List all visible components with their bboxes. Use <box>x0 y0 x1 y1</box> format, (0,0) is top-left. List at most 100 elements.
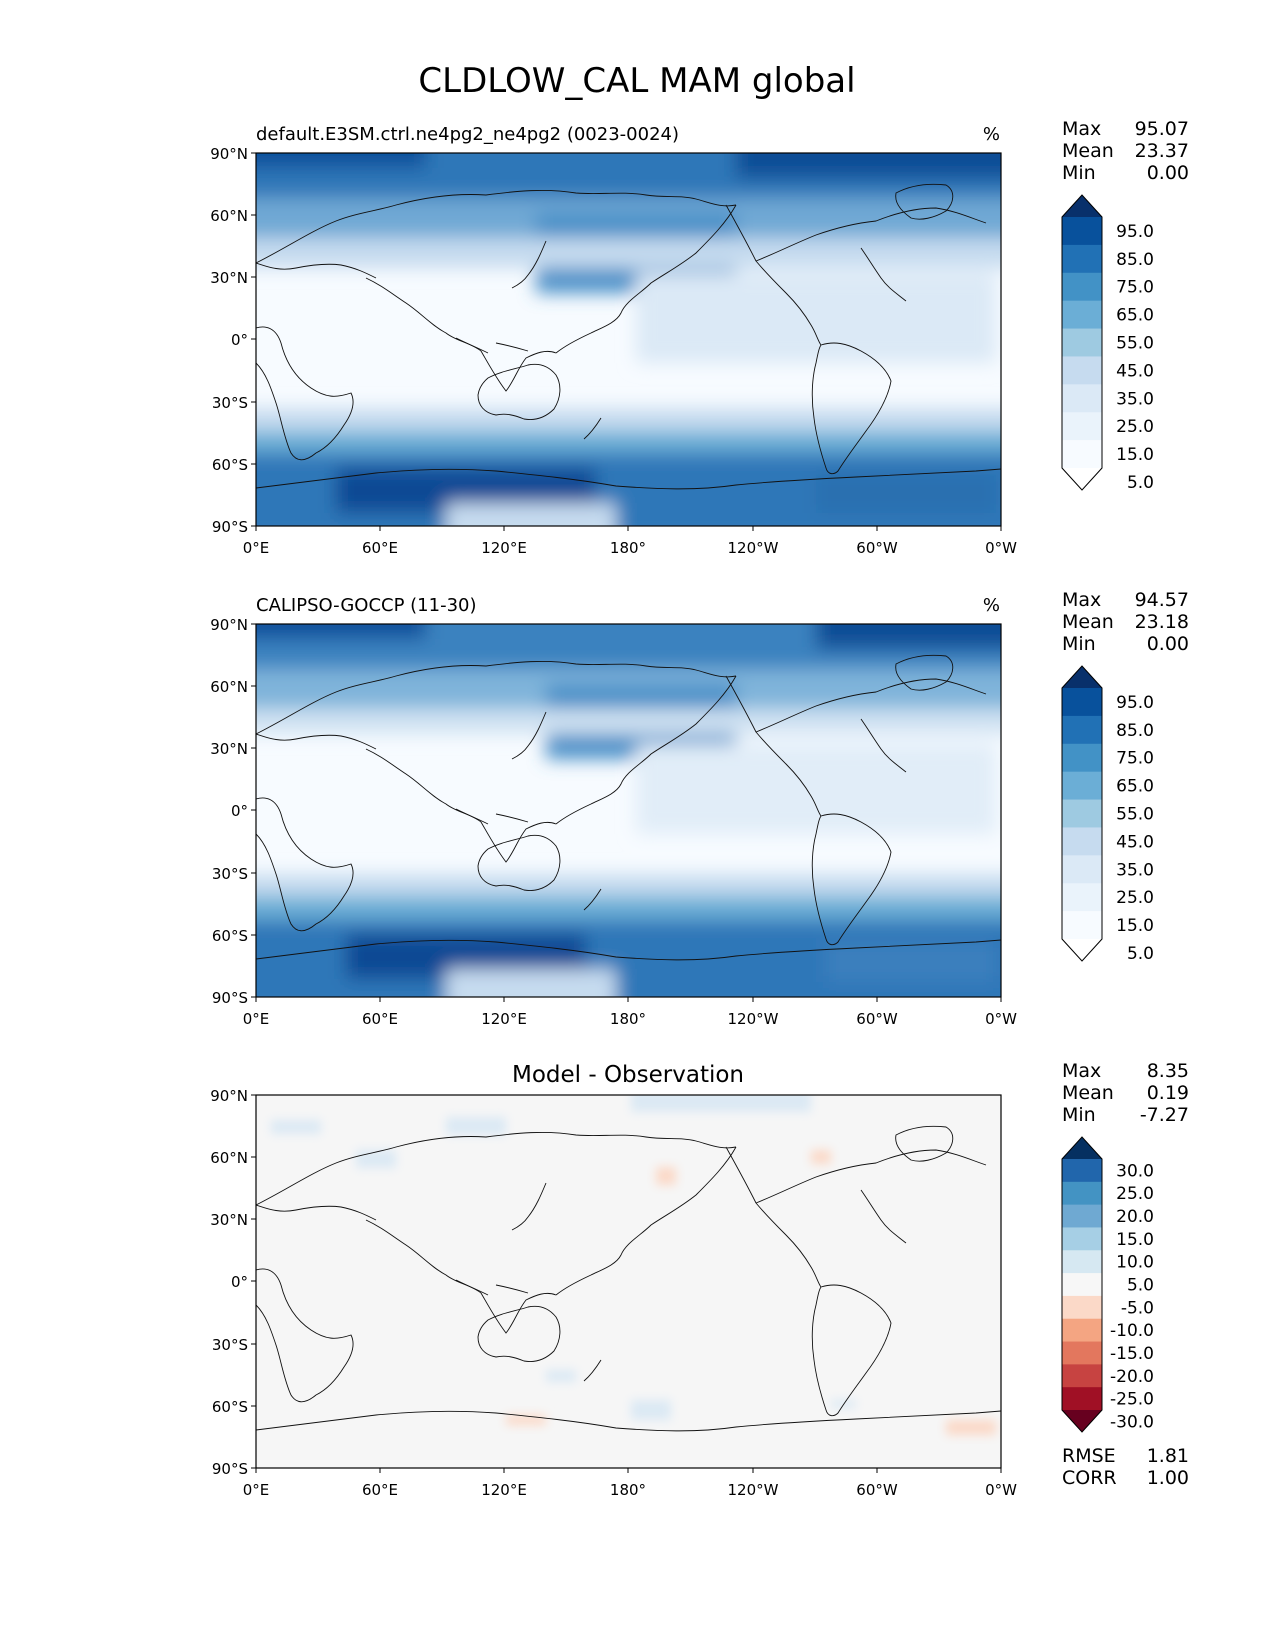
colorbar-segment <box>1062 217 1102 246</box>
colorbar-cap-top <box>1062 1137 1102 1159</box>
lat-tick: 90°S <box>212 518 248 536</box>
stat-value: 95.07 <box>1135 118 1189 140</box>
colorbar-segment <box>1062 1250 1102 1274</box>
colorbar-label: -5.0 <box>1121 1298 1154 1318</box>
panel-model-lon-ticks: 0°E 60°E 120°E 180° 120°W 60°W 0°W <box>243 526 1017 557</box>
colorbar-label: 25.0 <box>1116 417 1154 437</box>
lat-tick: 90°S <box>212 1460 248 1478</box>
colorbar-segment <box>1062 272 1102 302</box>
panel-model: default.E3SM.ctrl.ne4pg2_ne4pg2 (0023-00… <box>210 118 1189 557</box>
colorbar-outline <box>1061 665 1103 962</box>
colorbar-segment <box>1062 1341 1102 1365</box>
panel-obs-units: % <box>983 595 1000 616</box>
colorbar-label: 15.0 <box>1116 1230 1154 1250</box>
stat-label: Max <box>1062 118 1101 140</box>
colorbar-cap-top <box>1062 195 1102 217</box>
panel-obs-stats: Max 94.57 Mean 23.18 Min 0.00 <box>1062 589 1189 655</box>
panel-obs: CALIPSO-GOCCP (11-30) % <box>210 589 1189 1028</box>
stat-label: RMSE <box>1062 1445 1116 1467</box>
colorbar-segment <box>1062 855 1102 884</box>
colorbar-segment <box>1062 1273 1102 1297</box>
lon-tick: 60°E <box>362 1481 398 1499</box>
colorbar-label: 95.0 <box>1116 222 1154 242</box>
lon-tick: 120°E <box>481 1481 527 1499</box>
colorbar-label: 35.0 <box>1116 389 1154 409</box>
colorbar-segment <box>1062 1387 1102 1411</box>
colorbar-label: 25.0 <box>1116 888 1154 908</box>
colorbar-label: 85.0 <box>1116 721 1154 741</box>
colorbar-label: 75.0 <box>1116 749 1154 769</box>
colorbar-cap-bottom <box>1062 939 1102 961</box>
colorbar-segment <box>1062 743 1102 773</box>
colorbar-label: 30.0 <box>1116 1161 1154 1181</box>
colorbar-label: 75.0 <box>1116 278 1154 298</box>
lat-tick: 0° <box>231 802 248 820</box>
panel-diff-colorbar: 30.0 25.0 20.0 15.0 10.0 5.0-5.0 -10.0 -15.0 -20… <box>1061 1136 1154 1433</box>
colorbar-segment <box>1062 715 1102 745</box>
lat-tick: 30°S <box>212 394 248 412</box>
colorbar-label: 5.0 <box>1127 944 1154 964</box>
panel-obs-map <box>255 623 1002 998</box>
lon-tick: 180° <box>610 1481 646 1499</box>
colorbar-label: 55.0 <box>1116 334 1154 354</box>
stat-label: Min <box>1062 633 1096 655</box>
stat-label: Mean <box>1062 1082 1114 1104</box>
lat-tick: 60°N <box>210 1149 248 1167</box>
lat-tick: 60°S <box>212 1398 248 1416</box>
lon-tick: 120°W <box>728 1010 779 1028</box>
lon-tick: 0°W <box>985 1481 1017 1499</box>
panel-diff-lat-ticks: 90°N 60°N 30°N 0° 30°S 60°S 90°S <box>210 1087 256 1478</box>
lon-tick: 0°E <box>243 1481 270 1499</box>
lon-tick: 180° <box>610 1010 646 1028</box>
colorbar-segment <box>1062 440 1102 469</box>
lat-tick: 60°S <box>212 456 248 474</box>
colorbar-label: 35.0 <box>1116 860 1154 880</box>
stat-value: 23.37 <box>1135 140 1189 162</box>
stat-label: Mean <box>1062 140 1114 162</box>
colorbar-segment <box>1062 1181 1102 1206</box>
panel-diff-map <box>255 1094 1002 1469</box>
panel-diff-extra-stats: RMSE 1.81 CORR 1.00 <box>1062 1445 1189 1489</box>
panel-model-colorbar: 95.0 85.0 75.0 65.0 55.0 45.0 35.0 25.0 15.0 5.0 <box>1061 194 1154 493</box>
lat-tick: 30°S <box>212 865 248 883</box>
colorbar-segment <box>1062 384 1102 413</box>
stat-value: 23.18 <box>1135 611 1189 633</box>
lon-tick: 60°W <box>856 1010 898 1028</box>
colorbar-segment <box>1062 1159 1102 1183</box>
colorbar-segment <box>1062 883 1102 912</box>
lon-tick: 0°E <box>243 1010 270 1028</box>
colorbar-label: -10.0 <box>1110 1321 1154 1341</box>
colorbar-segment <box>1062 1318 1102 1343</box>
colorbar-segment <box>1062 328 1102 357</box>
stat-value: 0.00 <box>1147 162 1189 184</box>
panel-obs-lon-ticks: 0°E 60°E 120°E 180° 120°W 60°W 0°W <box>243 997 1017 1028</box>
panel-obs-lat-ticks: 90°N 60°N 30°N 0° 30°S 60°S 90°S <box>210 616 256 1007</box>
stat-label: Mean <box>1062 611 1114 633</box>
colorbar-segment <box>1062 1295 1102 1320</box>
stat-value: 8.35 <box>1147 1060 1189 1082</box>
lat-tick: 90°N <box>210 145 248 163</box>
colorbar-label: 45.0 <box>1116 832 1154 852</box>
lat-tick: 90°N <box>210 616 248 634</box>
colorbar-segment <box>1062 911 1102 940</box>
stat-value: -7.27 <box>1140 1104 1189 1126</box>
colorbar-label: 25.0 <box>1116 1184 1154 1204</box>
stat-label: Min <box>1062 1104 1096 1126</box>
stat-value: 0.00 <box>1147 633 1189 655</box>
colorbar-segment <box>1062 688 1102 717</box>
colorbar-segment <box>1062 1227 1102 1251</box>
colorbar-label: 15.0 <box>1116 916 1154 936</box>
colorbar-segment <box>1062 300 1102 330</box>
colorbar-label: 10.0 <box>1116 1253 1154 1273</box>
panel-diff-title: Model - Observation <box>512 1062 744 1088</box>
colorbar-outline <box>1061 1136 1103 1433</box>
colorbar-segment <box>1062 771 1102 801</box>
colorbar-segment <box>1062 1364 1102 1388</box>
panel-model-title: default.E3SM.ctrl.ne4pg2_ne4pg2 (0023-00… <box>256 124 679 145</box>
lon-tick: 0°E <box>243 539 270 557</box>
lat-tick: 60°N <box>210 207 248 225</box>
colorbar-label: -20.0 <box>1110 1367 1154 1387</box>
lat-tick: 30°N <box>210 1211 248 1229</box>
lon-tick: 60°E <box>362 539 398 557</box>
